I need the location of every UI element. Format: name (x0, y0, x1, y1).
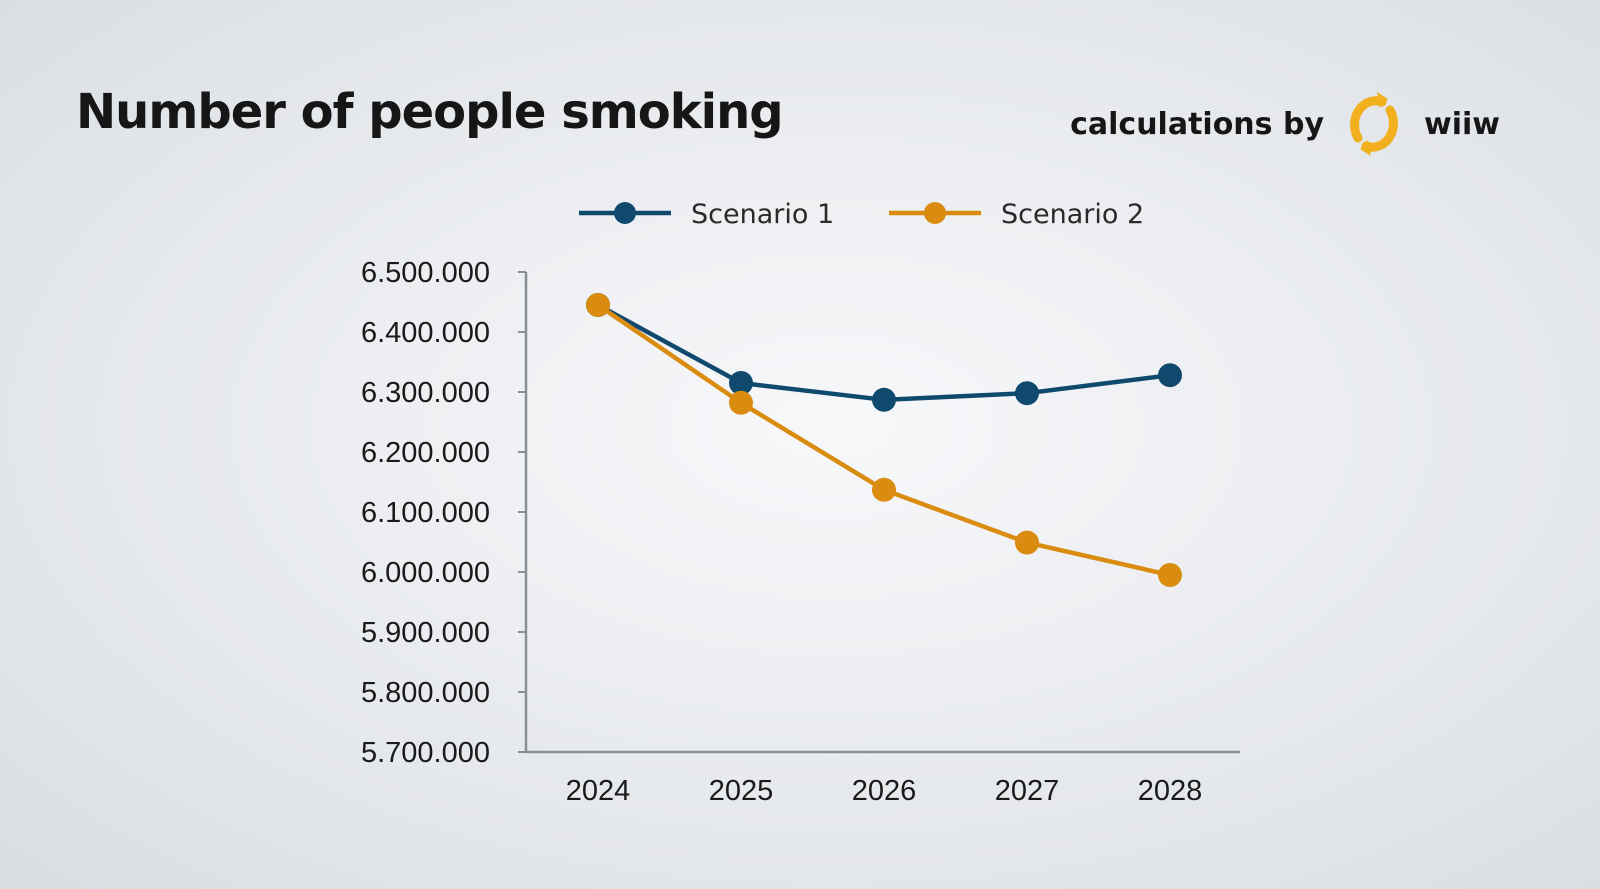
series-line-2 (596, 303, 1171, 578)
series-1-point (729, 371, 753, 395)
chart-title: Number of people smoking (76, 84, 784, 140)
series-1-point (1015, 381, 1039, 406)
y-tick-label: 6.400.000 (361, 317, 490, 349)
x-tick-label: 2026 (852, 775, 917, 807)
y-tick-label: 5.900.000 (361, 617, 490, 649)
legend-marker-1 (614, 202, 636, 224)
x-tick-label: 2025 (709, 775, 774, 807)
series-2-point (1158, 563, 1182, 587)
wiiw-logo-icon (1350, 92, 1398, 156)
series-1-point (872, 387, 896, 412)
brand-name: wiiw (1424, 106, 1500, 142)
series-1-point (1158, 363, 1182, 388)
x-tick-label: 2027 (995, 775, 1060, 807)
x-tick-label: 2028 (1138, 775, 1203, 807)
series-2-point (729, 390, 753, 415)
series-line-1 (596, 303, 1171, 403)
series-2-point (1015, 530, 1039, 555)
y-tick-label: 5.800.000 (361, 677, 490, 709)
y-tick-label: 5.700.000 (361, 737, 490, 769)
credit-text: calculations by (1070, 106, 1324, 142)
series-2-point (586, 293, 610, 317)
credit-block: calculations by wiiw (1070, 92, 1500, 156)
y-tick-label: 6.200.000 (361, 437, 490, 469)
y-tick-label: 6.300.000 (361, 377, 490, 409)
legend-label-1: Scenario 1 (691, 199, 834, 230)
x-tick-label: 2024 (566, 775, 631, 807)
legend-label-2: Scenario 2 (1001, 199, 1144, 230)
series-2-point (872, 477, 896, 502)
y-tick-label: 6.000.000 (361, 557, 490, 589)
y-tick-label: 6.500.000 (361, 257, 490, 289)
legend-marker-2 (924, 202, 946, 224)
y-tick-label: 6.100.000 (361, 497, 490, 529)
